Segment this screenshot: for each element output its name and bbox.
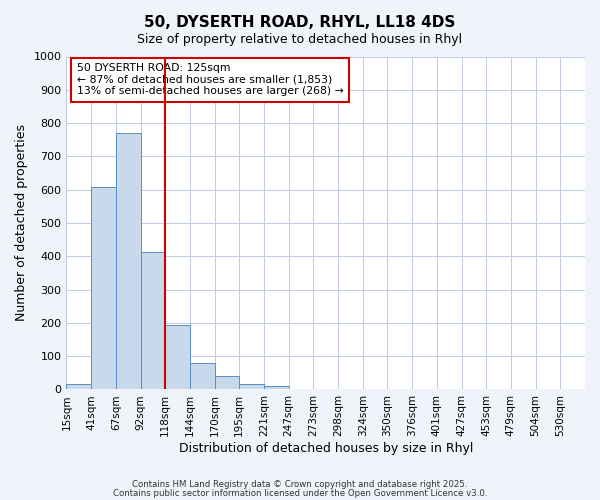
Bar [165, 325, 190, 390]
Bar [116, 133, 140, 390]
Y-axis label: Number of detached properties: Number of detached properties [15, 124, 28, 322]
Text: Size of property relative to detached houses in Rhyl: Size of property relative to detached ho… [137, 32, 463, 46]
Bar [239, 384, 264, 390]
Bar [140, 252, 165, 390]
Text: 50, DYSERTH ROAD, RHYL, LL18 4DS: 50, DYSERTH ROAD, RHYL, LL18 4DS [145, 15, 455, 30]
X-axis label: Distribution of detached houses by size in Rhyl: Distribution of detached houses by size … [179, 442, 473, 455]
Text: 50 DYSERTH ROAD: 125sqm
← 87% of detached houses are smaller (1,853)
13% of semi: 50 DYSERTH ROAD: 125sqm ← 87% of detache… [77, 63, 344, 96]
Text: Contains public sector information licensed under the Open Government Licence v3: Contains public sector information licen… [113, 489, 487, 498]
Bar [190, 364, 215, 390]
Bar [215, 376, 239, 390]
Bar [264, 386, 289, 390]
Text: Contains HM Land Registry data © Crown copyright and database right 2025.: Contains HM Land Registry data © Crown c… [132, 480, 468, 489]
Bar [67, 384, 91, 390]
Bar [91, 187, 116, 390]
